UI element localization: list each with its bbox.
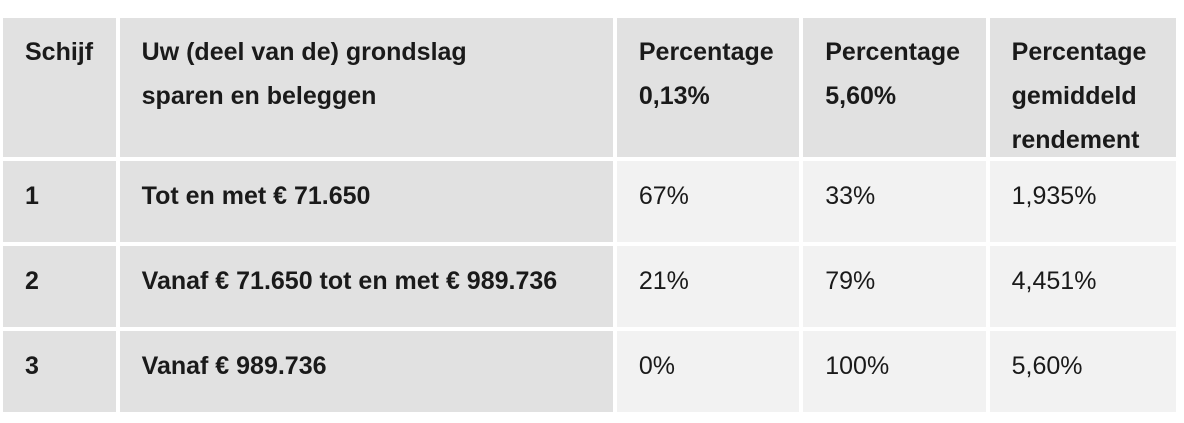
cell-schijf: 1	[3, 161, 116, 242]
cell-grondslag: Tot en met € 71.650	[119, 161, 613, 242]
cell-percentage-560: 79%	[803, 246, 986, 327]
table-row: 2 Vanaf € 71.650 tot en met € 989.736 21…	[3, 246, 1177, 327]
cell-grondslag: Vanaf € 71.650 tot en met € 989.736	[119, 246, 613, 327]
header-percentage-gemiddeld: Percentage gemiddeld rendement	[989, 18, 1177, 157]
cell-percentage-013: 21%	[616, 246, 800, 327]
cell-percentage-gemiddeld: 1,935%	[989, 161, 1177, 242]
cell-percentage-560: 100%	[803, 331, 986, 412]
cell-grondslag: Vanaf € 989.736	[119, 331, 613, 412]
cell-schijf: 2	[3, 246, 116, 327]
tax-bracket-table: Schijf Uw (deel van de) grondslag sparen…	[3, 18, 1177, 416]
cell-percentage-013: 67%	[616, 161, 800, 242]
table-row: 1 Tot en met € 71.650 67% 33% 1,935%	[3, 161, 1177, 242]
table-row: 3 Vanaf € 989.736 0% 100% 5,60%	[3, 331, 1177, 412]
cell-percentage-gemiddeld: 4,451%	[989, 246, 1177, 327]
header-percentage-560: Percentage 5,60%	[803, 18, 986, 157]
cell-percentage-gemiddeld: 5,60%	[989, 331, 1177, 412]
cell-percentage-013: 0%	[616, 331, 800, 412]
cell-percentage-560: 33%	[803, 161, 986, 242]
header-percentage-013: Percentage 0,13%	[616, 18, 800, 157]
cell-schijf: 3	[3, 331, 116, 412]
table-header-row: Schijf Uw (deel van de) grondslag sparen…	[3, 18, 1177, 157]
header-schijf: Schijf	[3, 18, 116, 157]
header-grondslag: Uw (deel van de) grondslag sparen en bel…	[119, 18, 613, 157]
